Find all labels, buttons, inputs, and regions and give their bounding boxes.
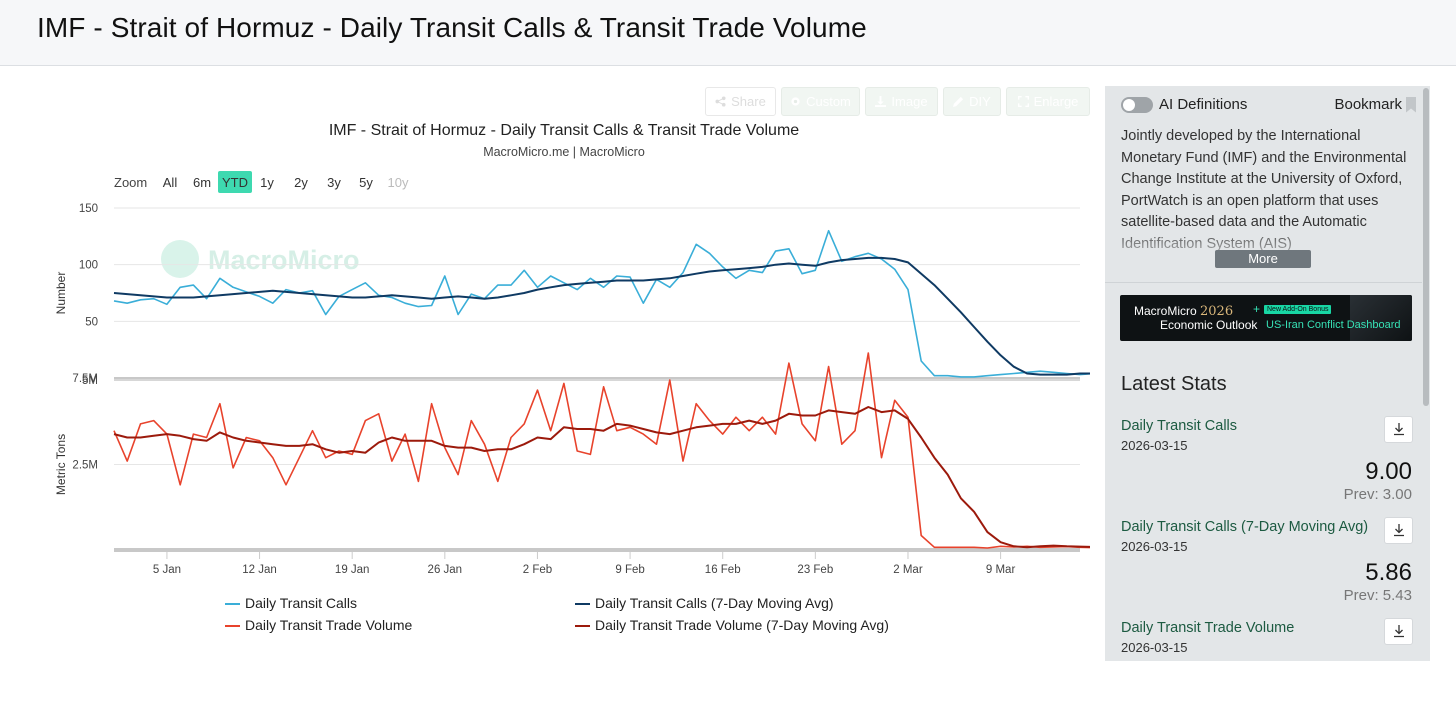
watermark-text: MacroMicro bbox=[208, 245, 360, 275]
more-button[interactable]: More bbox=[1215, 250, 1311, 268]
image-button[interactable]: Image bbox=[865, 87, 938, 116]
legend-item[interactable]: Daily Transit Trade Volume bbox=[245, 617, 413, 633]
y-tick-label: 50 bbox=[85, 316, 98, 328]
ai-definitions-row: AI Definitions bbox=[1121, 96, 1247, 113]
zoom-label: Zoom bbox=[114, 175, 147, 190]
custom-button[interactable]: Custom bbox=[781, 87, 860, 116]
x-tick-label: 26 Jan bbox=[428, 564, 463, 576]
chart-subtitle: MacroMicro.me | MacroMicro bbox=[483, 145, 645, 159]
image-label: Image bbox=[891, 94, 928, 109]
y-tick-label: 7.5M bbox=[72, 373, 98, 385]
divider bbox=[1105, 282, 1430, 283]
download-button[interactable] bbox=[1384, 618, 1413, 645]
chart: IMF - Strait of Hormuz - Daily Transit C… bbox=[54, 122, 1090, 633]
download-icon bbox=[1393, 524, 1404, 537]
download-button[interactable] bbox=[1384, 517, 1413, 544]
gear-icon bbox=[791, 97, 800, 106]
enlarge-label: Enlarge bbox=[1033, 94, 1079, 109]
x-tick-label: 19 Jan bbox=[335, 564, 370, 576]
chart-title: IMF - Strait of Hormuz - Daily Transit C… bbox=[329, 122, 799, 139]
range-option-ytd[interactable]: YTD bbox=[222, 175, 248, 190]
enlarge-button[interactable]: Enlarge bbox=[1006, 87, 1090, 116]
range-option-1y[interactable]: 1y bbox=[260, 175, 274, 190]
bookmark-icon bbox=[1406, 96, 1416, 113]
y-tick-label: 5M bbox=[82, 375, 98, 387]
x-tick-label: 23 Feb bbox=[797, 564, 833, 576]
sidebar-scroll-thumb[interactable] bbox=[1423, 88, 1429, 406]
stat-date: 2026-03-15 bbox=[1121, 438, 1188, 453]
share-label: Share bbox=[731, 94, 766, 109]
pencil-icon bbox=[953, 96, 964, 107]
banner-dashboard: US-Iran Conflict Dashboard bbox=[1266, 319, 1401, 331]
stat-prev: Prev: 3.00 bbox=[1343, 486, 1412, 503]
ai-definitions-label: AI Definitions bbox=[1159, 96, 1248, 113]
panel-baseline bbox=[114, 377, 1080, 381]
download-icon bbox=[1393, 423, 1404, 436]
page-title: IMF - Strait of Hormuz - Daily Transit C… bbox=[37, 12, 867, 43]
stat-date: 2026-03-15 bbox=[1121, 539, 1188, 554]
x-tick-label: 16 Feb bbox=[705, 564, 741, 576]
stat-prev: Prev: 5.43 bbox=[1343, 587, 1412, 604]
expand-icon bbox=[1017, 96, 1029, 107]
stat-date: 2026-03-15 bbox=[1121, 640, 1188, 655]
range-option-10y: 10y bbox=[388, 175, 409, 190]
series-line-daily-transit-trade-volume-7-day-moving-avg- bbox=[113, 406, 1090, 549]
x-tick-label: 5 Jan bbox=[153, 564, 181, 576]
diy-label: DIY bbox=[969, 94, 991, 109]
stat-value: 5.86 bbox=[1365, 559, 1412, 586]
y-axis-label: Metric Tons bbox=[54, 434, 68, 495]
latest-stats-title: Latest Stats bbox=[1121, 373, 1227, 395]
stat-name[interactable]: Daily Transit Calls bbox=[1121, 418, 1238, 434]
range-option-5y[interactable]: 5y bbox=[359, 175, 373, 190]
range-option-6m[interactable]: 6m bbox=[193, 175, 211, 190]
download-button[interactable] bbox=[1384, 416, 1413, 443]
series-line-daily-transit-trade-volume bbox=[113, 352, 1090, 549]
y-tick-label: 2.5M bbox=[72, 460, 98, 472]
share-button[interactable]: Share bbox=[705, 87, 776, 116]
x-tick-label: 9 Mar bbox=[986, 564, 1016, 576]
page-header: IMF - Strait of Hormuz - Daily Transit C… bbox=[0, 0, 1456, 66]
x-tick-label: 9 Feb bbox=[615, 564, 644, 576]
stat-name[interactable]: Daily Transit Calls (7-Day Moving Avg) bbox=[1121, 519, 1369, 535]
y-axis-label: Number bbox=[54, 272, 68, 315]
bookmark-button[interactable]: Bookmark bbox=[1334, 96, 1416, 113]
range-option-3y[interactable]: 3y bbox=[327, 175, 341, 190]
series-line-daily-transit-calls-7-day-moving-avg- bbox=[113, 256, 1090, 376]
sidebar: AI Definitions Bookmark Jointly develope… bbox=[1105, 86, 1430, 661]
banner-brand: MacroMicro 2026 bbox=[1134, 304, 1234, 319]
share-icon bbox=[715, 96, 726, 107]
ai-definitions-toggle[interactable] bbox=[1121, 96, 1153, 113]
diy-button[interactable]: DIY bbox=[943, 87, 1001, 116]
x-tick-label: 2 Mar bbox=[893, 564, 923, 576]
panel-baseline bbox=[114, 548, 1080, 552]
x-tick-label: 12 Jan bbox=[242, 564, 277, 576]
banner-decoration bbox=[1350, 295, 1412, 341]
y-tick-label: 100 bbox=[79, 260, 98, 272]
stat-name[interactable]: Daily Transit Trade Volume bbox=[1121, 620, 1295, 636]
legend-item[interactable]: Daily Transit Calls (7-Day Moving Avg) bbox=[595, 595, 834, 611]
economic-outlook-banner[interactable]: MacroMicro 2026 Economic Outlook + New A… bbox=[1120, 295, 1412, 341]
plus-icon: + bbox=[1253, 302, 1261, 316]
y-tick-label: 150 bbox=[79, 203, 98, 215]
range-option-2y[interactable]: 2y bbox=[294, 175, 308, 190]
range-ytd-active-bg bbox=[218, 171, 252, 193]
banner-outlook: Economic Outlook bbox=[1160, 318, 1258, 332]
x-tick-label: 2 Feb bbox=[523, 564, 552, 576]
download-icon bbox=[1393, 625, 1404, 638]
stat-value: 9.00 bbox=[1365, 458, 1412, 485]
bookmark-label: Bookmark bbox=[1334, 96, 1402, 113]
download-icon bbox=[875, 96, 887, 107]
chart-toolbar: Share Custom Image DIY Enlarge bbox=[705, 87, 1090, 116]
custom-label: Custom bbox=[806, 94, 851, 109]
legend-item[interactable]: Daily Transit Calls bbox=[245, 595, 357, 611]
banner-bonus-badge: New Add-On Bonus bbox=[1264, 305, 1332, 314]
range-option-all[interactable]: All bbox=[163, 175, 178, 190]
legend-item[interactable]: Daily Transit Trade Volume (7-Day Moving… bbox=[595, 617, 889, 633]
watermark-logo bbox=[161, 240, 199, 278]
